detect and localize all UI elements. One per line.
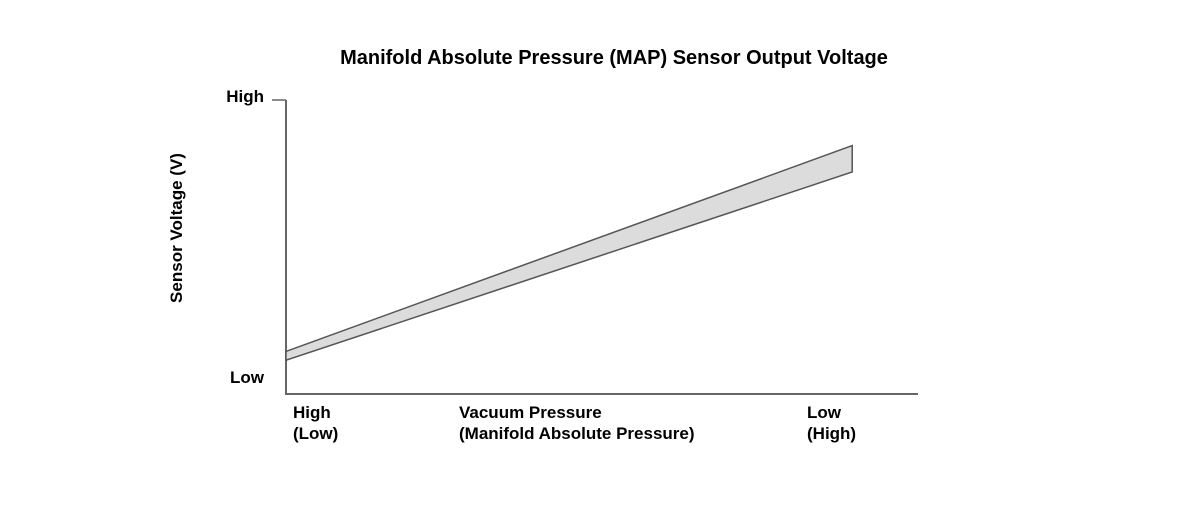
x-axis-label-line2: (Manifold Absolute Pressure) xyxy=(459,424,695,443)
x-axis-label-vacuum-pressure: Vacuum Pressure (Manifold Absolute Press… xyxy=(459,403,695,443)
x-tick-label-line1: High xyxy=(293,403,331,422)
x-axis-label-line1: Vacuum Pressure xyxy=(459,403,602,422)
x-tick-label-high-low: High (Low) xyxy=(293,403,338,443)
x-tick-label-line2: (Low) xyxy=(293,424,338,443)
voltage-band-layer xyxy=(285,144,853,362)
y-axis-label: Sensor Voltage (V) xyxy=(167,153,186,303)
chart-title: Manifold Absolute Pressure (MAP) Sensor … xyxy=(340,47,888,69)
x-tick-label-low-high: Low (High) xyxy=(807,403,856,443)
y-tick-label-high: High xyxy=(226,87,264,106)
voltage-band-0 xyxy=(285,144,853,362)
x-tick-label-line1: Low xyxy=(807,403,842,422)
x-tick-label-line2: (High) xyxy=(807,424,856,443)
y-tick-label-low: Low xyxy=(230,368,265,387)
